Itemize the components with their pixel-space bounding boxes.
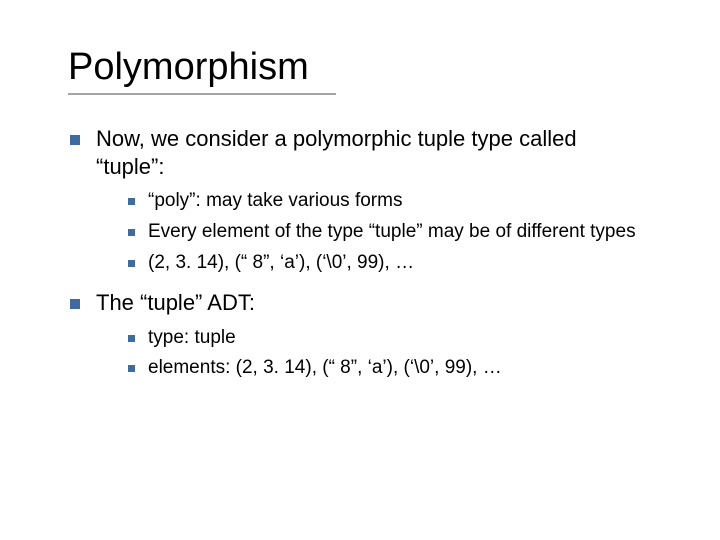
sub-list-item: elements: (2, 3. 14), (“ 8”, ‘a’), (‘\0’… — [126, 356, 650, 381]
slide-title: Polymorphism — [68, 46, 650, 89]
list-item-text: Now, we consider a polymorphic tuple typ… — [96, 126, 577, 179]
sub-list-item: type: tuple — [126, 326, 650, 351]
sub-list: type: tuple elements: (2, 3. 14), (“ 8”,… — [96, 326, 650, 381]
list-item: The “tuple” ADT: type: tuple elements: (… — [68, 289, 650, 381]
title-underline — [68, 93, 336, 95]
sub-list-item: Every element of the type “tuple” may be… — [126, 220, 650, 245]
slide: Polymorphism Now, we consider a polymorp… — [0, 0, 720, 540]
sub-list-item: (2, 3. 14), (“ 8”, ‘a’), (‘\0’, 99), … — [126, 251, 650, 276]
bullet-list: Now, we consider a polymorphic tuple typ… — [68, 125, 650, 381]
list-item-text: The “tuple” ADT: — [96, 290, 255, 315]
sub-list: “poly”: may take various forms Every ele… — [96, 189, 650, 275]
list-item: Now, we consider a polymorphic tuple typ… — [68, 125, 650, 275]
sub-list-item: “poly”: may take various forms — [126, 189, 650, 214]
